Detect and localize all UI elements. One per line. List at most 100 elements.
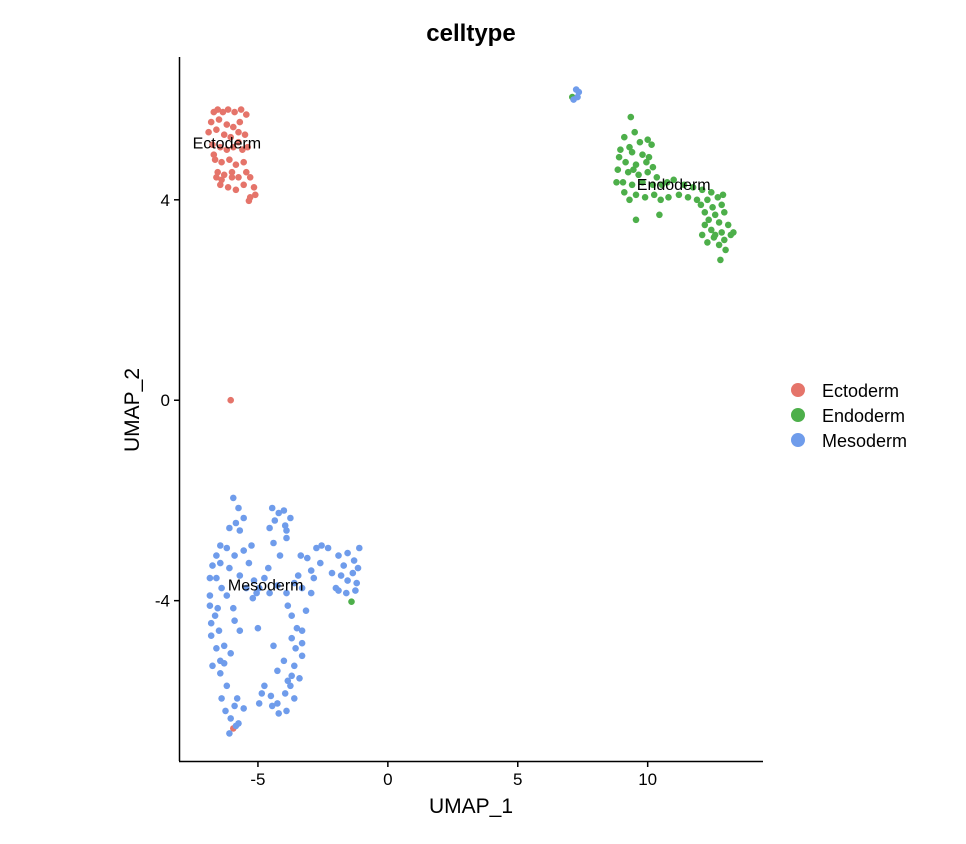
- point-mesoderm: [240, 705, 247, 712]
- point-mesoderm: [206, 574, 214, 582]
- point-endoderm: [614, 166, 622, 173]
- point-ectoderm: [207, 118, 215, 126]
- point-mesoderm: [328, 569, 336, 577]
- point-endoderm: [698, 186, 706, 194]
- point-mesoderm: [268, 504, 276, 512]
- point-ectoderm: [246, 174, 254, 181]
- point-endoderm: [684, 194, 692, 201]
- point-endoderm: [657, 196, 664, 204]
- point-endoderm: [722, 246, 729, 254]
- point-mesoderm: [271, 517, 279, 524]
- legend-label-mesoderm: Mesoderm: [822, 431, 907, 451]
- point-mesoderm: [287, 514, 294, 522]
- point-mesoderm: [340, 562, 348, 569]
- point-mesoderm: [230, 494, 237, 502]
- x-tick-label: 10: [638, 770, 657, 789]
- point-ectoderm: [214, 168, 221, 176]
- point-endoderm: [689, 184, 697, 191]
- point-mesoderm: [270, 539, 277, 547]
- point-mesoderm: [310, 574, 318, 582]
- point-mesoderm: [288, 634, 296, 642]
- point-ectoderm: [224, 184, 232, 191]
- point-mesoderm: [266, 524, 273, 532]
- point-mesoderm: [209, 562, 216, 569]
- point-ectoderm: [223, 121, 231, 128]
- cluster-label-endoderm: Endoderm: [637, 177, 711, 194]
- point-mesoderm: [207, 619, 215, 627]
- point-mesoderm: [284, 602, 292, 609]
- point-mesoderm: [349, 569, 357, 577]
- cluster-label-ectoderm: Ectoderm: [193, 136, 261, 153]
- point-ectoderm: [217, 143, 224, 151]
- x-axis-title: UMAP_1: [429, 795, 513, 818]
- point-ectoderm: [232, 161, 240, 168]
- point-mesoderm: [249, 594, 257, 602]
- point-mesoderm: [324, 544, 332, 552]
- y-tick-label: 4: [161, 191, 170, 210]
- point-mesoderm: [209, 662, 216, 670]
- point-mesoderm: [250, 577, 258, 584]
- point-mesoderm: [261, 682, 268, 690]
- point-mesoderm: [293, 624, 301, 632]
- point-mesoderm: [292, 645, 299, 652]
- point-mesoderm: [232, 519, 240, 527]
- x-tick-label: 0: [383, 770, 392, 789]
- point-endoderm: [708, 189, 715, 196]
- point-endoderm: [704, 196, 711, 204]
- point-ectoderm: [237, 106, 245, 113]
- point-ectoderm: [231, 108, 238, 116]
- point-endoderm: [730, 229, 737, 236]
- point-endoderm: [724, 221, 732, 229]
- point-mesoderm: [343, 589, 350, 597]
- point-mesoderm: [220, 642, 228, 650]
- legend-key-endoderm: [791, 408, 805, 422]
- point-mesoderm: [255, 584, 263, 592]
- point-mesoderm: [266, 589, 273, 597]
- point-mesoderm: [298, 652, 306, 660]
- point-mesoderm: [270, 642, 277, 650]
- point-endoderm: [719, 191, 727, 199]
- point-mesoderm: [206, 602, 214, 609]
- point-endoderm: [648, 141, 655, 148]
- point-endoderm: [656, 211, 663, 219]
- point-endoderm: [665, 194, 672, 201]
- point-mesoderm: [245, 559, 253, 567]
- point-ectoderm: [224, 106, 232, 113]
- point-endoderm: [643, 158, 650, 166]
- point-ectoderm: [232, 186, 240, 194]
- point-mesoderm: [223, 682, 231, 690]
- point-mesoderm: [222, 707, 229, 715]
- point-endoderm: [701, 209, 709, 216]
- point-mesoderm: [231, 552, 238, 559]
- point-mesoderm: [291, 695, 298, 702]
- point-endoderm: [680, 181, 688, 189]
- point-mesoderm: [283, 527, 290, 534]
- point-mesoderm: [307, 567, 315, 574]
- point-mesoderm: [304, 554, 311, 562]
- point-mesoderm: [243, 584, 250, 592]
- point-ectoderm: [227, 133, 234, 141]
- point-endoderm: [718, 229, 725, 236]
- point-mesoderm: [226, 730, 233, 737]
- point-mesoderm: [313, 544, 320, 552]
- point-ectoderm: [235, 128, 242, 136]
- legend-label-endoderm: Endoderm: [822, 406, 905, 426]
- point-endoderm: [617, 146, 624, 153]
- point-mesoderm: [223, 544, 231, 552]
- point-mesoderm: [294, 572, 302, 579]
- point-mesoderm: [226, 564, 233, 572]
- point-mesoderm: [288, 672, 296, 680]
- point-ectoderm: [235, 174, 242, 181]
- y-axis-title: UMAP_2: [121, 368, 144, 452]
- point-ectoderm: [240, 181, 247, 189]
- point-mesoderm: [288, 612, 296, 619]
- point-ectoderm: [223, 146, 231, 153]
- point-endoderm: [622, 158, 629, 166]
- point-endoderm: [711, 231, 719, 239]
- point-endoderm: [619, 179, 627, 186]
- point-ectoderm: [218, 158, 225, 166]
- point-mesoderm: [218, 695, 225, 702]
- point-endoderm: [670, 176, 677, 184]
- point-endoderm: [621, 189, 628, 196]
- point-ectoderm: [228, 168, 236, 176]
